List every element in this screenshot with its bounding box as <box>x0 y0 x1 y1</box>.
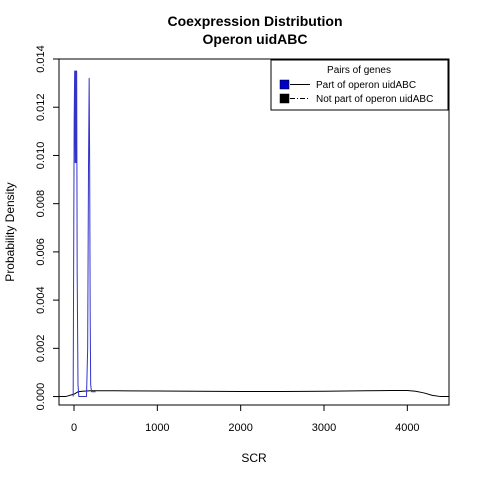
series-line-non-operon <box>59 390 449 398</box>
series-line-operon <box>72 70 96 398</box>
x-axis-label: SCR <box>241 451 267 465</box>
y-tick-label: 0.012 <box>35 93 47 121</box>
y-tick-label: 0.006 <box>35 238 47 266</box>
y-tick-label: 0.010 <box>35 142 47 170</box>
y-tick-label: 0.008 <box>35 190 47 218</box>
y-axis-label: Probability Density <box>3 182 17 281</box>
y-axis: 0.000 0.002 0.004 0.006 0.008 0.010 0.012 0.014 <box>35 45 59 410</box>
series-layer <box>59 70 449 398</box>
legend: Pairs of genes Part of operon uidABC Not… <box>270 59 449 111</box>
legend-swatch-non-operon <box>279 93 290 104</box>
x-tick-label: 0 <box>71 422 77 434</box>
x-tick-label: 2000 <box>228 422 252 434</box>
x-axis: 0 1000 2000 3000 4000 <box>71 405 420 434</box>
chart-title-line2: Operon uidABC <box>203 31 308 47</box>
legend-title: Pairs of genes <box>327 65 391 76</box>
chart-title-line1: Coexpression Distribution <box>167 13 342 29</box>
legend-label-non-operon: Not part of operon uidABC <box>316 94 433 105</box>
y-tick-label: 0.004 <box>35 286 47 314</box>
x-tick-label: 4000 <box>395 422 419 434</box>
x-tick-label: 1000 <box>145 422 169 434</box>
y-tick-label: 0.002 <box>35 335 47 363</box>
legend-label-operon: Part of operon uidABC <box>316 80 416 91</box>
x-tick-label: 3000 <box>312 422 336 434</box>
y-tick-label: 0.014 <box>35 45 47 73</box>
legend-swatch-operon <box>279 79 290 90</box>
plot-frame <box>58 58 450 406</box>
y-tick-label: 0.000 <box>35 383 47 411</box>
